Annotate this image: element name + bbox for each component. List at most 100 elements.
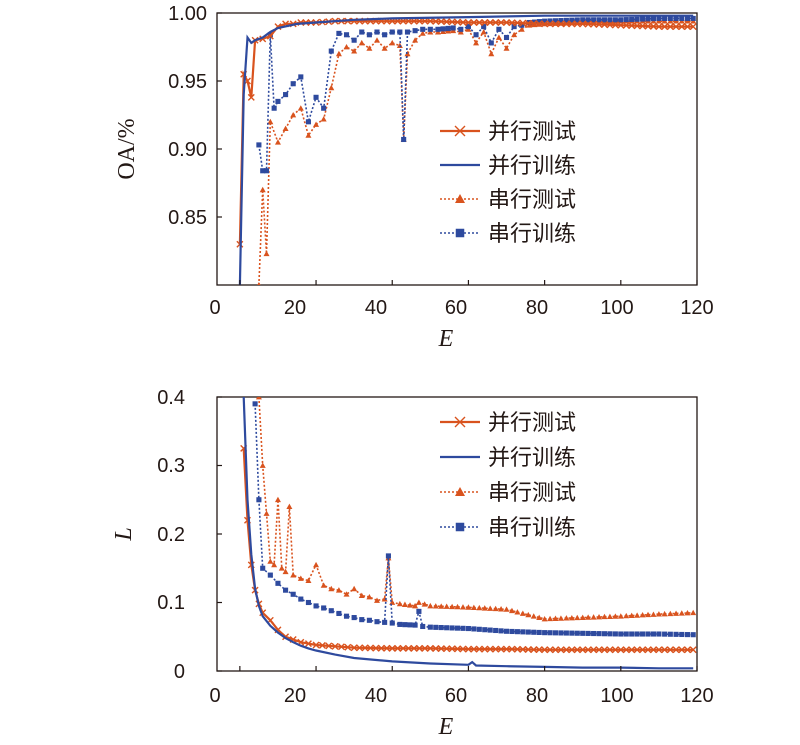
data-point-marker — [513, 19, 521, 27]
data-point-marker — [656, 15, 662, 21]
series-1 — [236, 17, 697, 248]
data-point-marker — [449, 625, 455, 631]
data-point-marker — [617, 21, 625, 29]
x-tick-label: 80 — [526, 685, 548, 707]
data-point-marker — [286, 503, 293, 509]
x-tick-label: 120 — [680, 685, 713, 707]
data-point-marker — [471, 626, 477, 632]
data-point-marker — [455, 487, 465, 496]
data-point-marker — [275, 580, 281, 586]
series-line — [242, 448, 694, 651]
data-point-marker — [568, 614, 575, 621]
data-point-marker — [666, 23, 674, 31]
data-point-marker — [683, 646, 691, 654]
y-tick-label: 0.3 — [157, 455, 185, 477]
x-tick-label: 40 — [365, 297, 387, 319]
data-point-marker — [350, 644, 358, 652]
series-4 — [252, 401, 696, 638]
y-tick-label: 0 — [174, 661, 185, 683]
data-point-marker — [503, 19, 511, 27]
data-point-marker — [481, 605, 488, 611]
data-point-marker — [278, 565, 285, 571]
data-point-marker — [563, 630, 569, 636]
legend-entry: 并行测试 — [440, 120, 576, 145]
legend-entry: 并行训练 — [440, 446, 576, 471]
data-point-marker — [412, 602, 419, 609]
data-point-marker — [591, 630, 597, 637]
y-tick-label: 1.00 — [168, 3, 207, 25]
data-point-marker — [470, 604, 477, 610]
data-point-marker — [432, 603, 439, 609]
data-point-marker — [600, 21, 608, 29]
data-point-marker — [402, 622, 408, 628]
data-point-marker — [389, 39, 396, 46]
data-point-marker — [514, 609, 521, 615]
data-point-marker — [612, 17, 618, 23]
data-point-marker — [464, 645, 472, 653]
data-point-marker — [421, 644, 429, 652]
data-point-marker — [689, 646, 697, 654]
data-point-marker — [634, 16, 640, 22]
data-point-marker — [574, 630, 580, 636]
data-point-marker — [444, 625, 450, 631]
x-tick-label: 20 — [284, 685, 306, 707]
data-point-marker — [617, 613, 624, 619]
data-point-marker — [547, 615, 554, 622]
data-point-marker — [606, 613, 613, 619]
data-point-marker — [524, 19, 532, 27]
data-point-marker — [661, 610, 668, 617]
data-point-marker — [374, 29, 380, 35]
data-point-marker — [407, 602, 414, 608]
data-point-marker — [385, 553, 391, 559]
data-point-marker — [328, 84, 335, 91]
series-line — [258, 20, 694, 285]
plot-frame — [216, 12, 698, 286]
series-line — [242, 397, 694, 670]
y-tick-label: 0.4 — [157, 387, 185, 409]
x-axis-label: E — [438, 714, 454, 740]
y-axis-label: L — [111, 527, 137, 541]
data-point-marker — [313, 121, 320, 127]
data-point-marker — [366, 45, 373, 51]
data-point-marker — [313, 561, 320, 568]
data-point-marker — [320, 116, 327, 122]
data-point-marker — [337, 643, 345, 651]
legend-entry: 并行训练 — [440, 154, 576, 179]
data-point-marker — [557, 615, 564, 621]
data-point-marker — [606, 646, 614, 654]
data-point-marker — [344, 643, 352, 651]
data-point-marker — [282, 125, 289, 131]
data-point-marker — [359, 29, 365, 35]
data-point-marker — [628, 612, 635, 619]
data-point-marker — [519, 645, 527, 653]
data-point-marker — [508, 19, 516, 27]
data-point-marker — [443, 603, 450, 609]
data-point-marker — [542, 18, 548, 24]
data-point-marker — [470, 19, 478, 27]
series-line — [254, 403, 694, 636]
x-tick-label: 80 — [526, 297, 548, 319]
data-point-marker — [351, 615, 357, 621]
data-point-marker — [419, 30, 426, 36]
data-point-marker — [542, 630, 548, 636]
data-point-marker — [455, 228, 465, 238]
data-point-marker — [389, 29, 395, 35]
data-point-marker — [492, 645, 500, 653]
data-point-marker — [590, 614, 597, 620]
data-point-marker — [312, 641, 320, 649]
y-axis-ticks: 0.85 0.90 0.95 1.00 — [168, 3, 207, 229]
data-point-marker — [438, 603, 445, 609]
data-point-marker — [541, 20, 549, 28]
data-point-marker — [541, 615, 548, 622]
data-point-marker — [503, 628, 510, 634]
data-point-marker — [421, 601, 428, 607]
data-point-marker — [290, 591, 296, 597]
data-point-marker — [328, 608, 334, 614]
data-point-marker — [290, 572, 297, 578]
data-point-marker — [644, 22, 652, 30]
data-point-marker — [611, 646, 619, 654]
data-point-marker — [498, 606, 505, 612]
data-point-marker — [275, 98, 281, 104]
data-point-marker — [420, 623, 426, 630]
